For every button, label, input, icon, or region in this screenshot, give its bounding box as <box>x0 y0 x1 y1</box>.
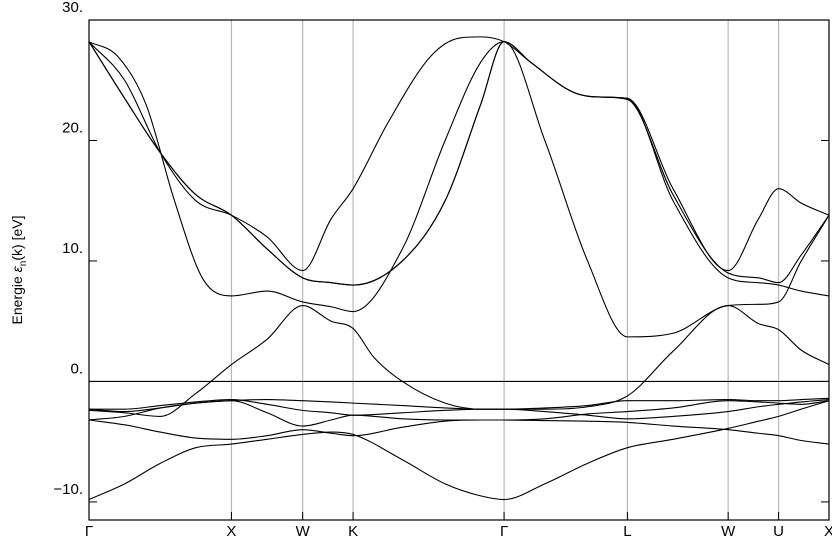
x-tick-label-0: Γ <box>85 523 93 538</box>
band-2 <box>88 419 830 445</box>
x-tick-label-4: Γ <box>500 523 508 538</box>
band-7 <box>88 41 830 297</box>
x-tick-label-1: X <box>226 523 236 538</box>
y-axis-label-epsilon: ε <box>9 265 25 272</box>
x-tick-label-8: X <box>824 523 832 538</box>
x-tick-label-6: W <box>721 523 736 538</box>
band-10 <box>88 36 830 272</box>
band-5 <box>88 397 830 413</box>
x-tick-label-5: L <box>623 523 631 538</box>
band-1 <box>88 400 830 501</box>
y-axis-label-prefix: Energie <box>9 272 25 324</box>
x-tick-label-3: K <box>348 523 358 538</box>
high-symmetry-gridlines <box>230 20 780 520</box>
y-axis-ticks: −10. 0. 10. 20. 30. <box>53 0 829 503</box>
y-tick-label-2: 10. <box>62 240 83 257</box>
y-tick-label-3: 20. <box>62 119 83 136</box>
band-8 <box>88 41 830 286</box>
band-3 <box>88 400 830 427</box>
plot-frame <box>88 19 830 521</box>
y-tick-label-4: 30. <box>62 0 83 16</box>
band-6 <box>88 304 830 417</box>
y-axis-label: Energie εn(k) [eV] <box>9 216 29 325</box>
y-axis-label-suffix: (k) [eV] <box>9 216 25 261</box>
x-tick-label-7: U <box>773 523 784 538</box>
y-tick-label-0: −10. <box>53 481 83 498</box>
band-9 <box>88 41 830 338</box>
x-tick-label-2: W <box>296 523 311 538</box>
y-tick-label-1: 0. <box>70 360 83 377</box>
band-4 <box>89 398 830 420</box>
y-axis-label-subscript: n <box>18 261 29 267</box>
energy-bands <box>88 36 830 501</box>
